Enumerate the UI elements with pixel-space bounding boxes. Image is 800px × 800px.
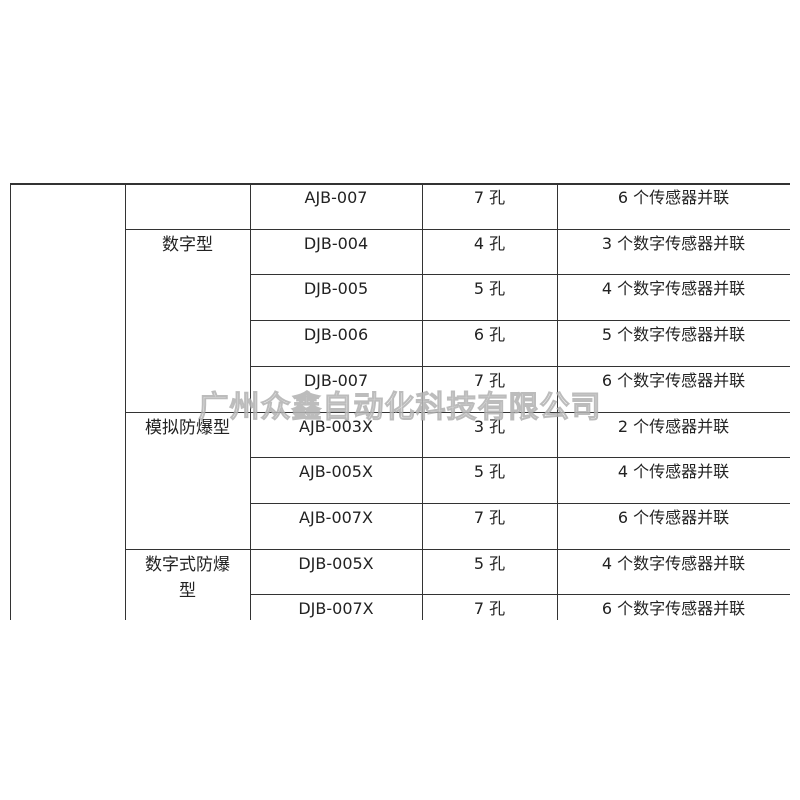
column-line <box>10 183 11 620</box>
cell-holes: 5 孔 <box>473 279 506 299</box>
cell-model: DJB-007X <box>298 599 374 619</box>
cell-holes: 3 孔 <box>473 416 506 436</box>
cell-holes: 7 孔 <box>473 507 506 527</box>
cell-holes: 5 孔 <box>473 553 506 573</box>
column-line <box>250 183 251 620</box>
row-line <box>250 320 790 322</box>
cell-model: DJB-006 <box>303 325 369 345</box>
cell-holes: 7 孔 <box>473 370 506 390</box>
cell-description: 3 个数字传感器并联 <box>601 233 746 253</box>
cell-description: 5 个数字传感器并联 <box>601 325 746 345</box>
cell-model: DJB-005 <box>303 279 369 299</box>
cell-description: 2 个传感器并联 <box>617 416 730 436</box>
row-line <box>250 274 790 276</box>
cell-model: AJB-007 <box>304 188 368 207</box>
cell-model: AJB-005X <box>299 462 373 482</box>
cell-model: DJB-007 <box>303 370 369 390</box>
group-line <box>125 548 790 550</box>
cell-model: AJB-007X <box>299 507 373 527</box>
row-line <box>250 457 790 459</box>
cell-holes: 7 孔 <box>473 599 506 619</box>
group-label: 模拟防爆型 <box>145 417 230 438</box>
cell-model: DJB-004 <box>303 233 369 253</box>
cell-description: 4 个数字传感器并联 <box>601 279 746 299</box>
cell-description: 4 个传感器并联 <box>617 462 730 482</box>
cell-description: 6 个数字传感器并联 <box>601 599 746 619</box>
cell-description: 6 个传感器并联 <box>617 188 730 207</box>
column-line <box>422 183 423 620</box>
cell-holes: 7 孔 <box>473 188 506 207</box>
cell-description: 4 个数字传感器并联 <box>601 553 746 573</box>
group-label: 数字式防爆型 <box>145 554 230 601</box>
group-line <box>125 228 790 230</box>
column-line <box>125 183 126 620</box>
cell-holes: 6 孔 <box>473 325 506 345</box>
cell-holes: 5 孔 <box>473 462 506 482</box>
row-line <box>250 502 790 504</box>
group-line <box>125 411 790 413</box>
cell-description: 6 个数字传感器并联 <box>601 370 746 390</box>
cell-model: AJB-003X <box>299 416 373 436</box>
cell-model: DJB-005X <box>298 553 374 573</box>
column-line <box>557 183 558 620</box>
cell-holes: 4 孔 <box>473 233 506 253</box>
row-line <box>250 365 790 367</box>
row-line <box>250 594 790 596</box>
cell-description: 6 个传感器并联 <box>617 507 730 527</box>
watermark: 广州众鑫自动化科技有限公司 <box>198 390 602 426</box>
group-label: 数字型 <box>162 234 213 255</box>
table-border <box>10 183 790 185</box>
